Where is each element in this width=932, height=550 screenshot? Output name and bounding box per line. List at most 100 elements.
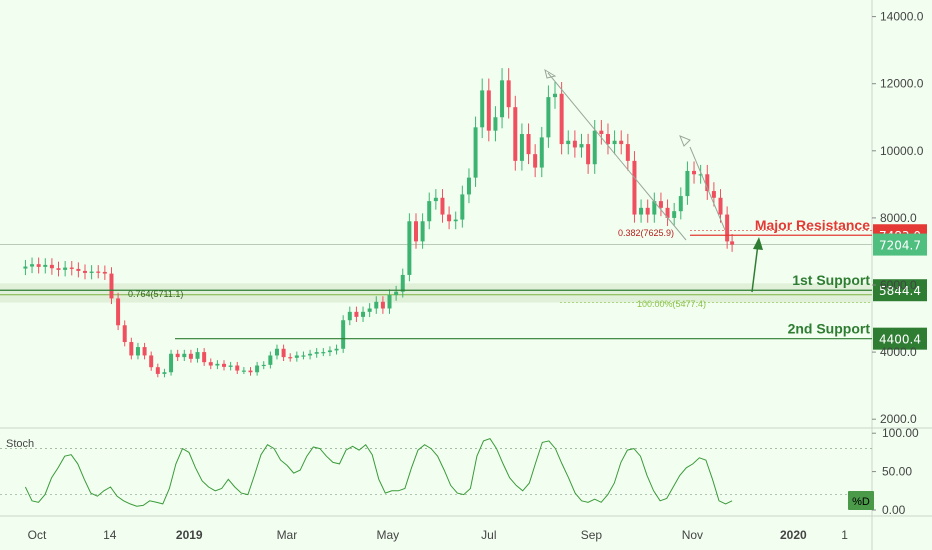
stoch-pane-label: Stoch <box>6 438 34 450</box>
arrow-marker-1 <box>544 68 557 79</box>
level-layer: Major Resistance7483.01st Support5844.42… <box>0 217 927 350</box>
candle-body <box>294 355 299 358</box>
candle-body <box>208 362 213 366</box>
candle-body <box>122 325 127 343</box>
candle-body <box>592 130 597 165</box>
candle-body <box>228 365 233 367</box>
candle-body <box>241 370 246 372</box>
candle-body <box>149 355 154 368</box>
candle-body <box>43 264 48 267</box>
candle-body <box>142 347 147 356</box>
candle-body <box>526 134 531 155</box>
last-price-tag <box>873 233 927 256</box>
candle-body <box>301 355 306 357</box>
candle-body <box>711 191 716 198</box>
candle-body <box>440 197 445 215</box>
stoch-tick-label: 50.00 <box>882 465 912 479</box>
drawing-layer <box>544 68 763 293</box>
candle-body <box>195 352 200 359</box>
candle-body <box>387 295 392 309</box>
candle-body <box>116 298 121 326</box>
candle-body <box>685 170 690 197</box>
candle-body <box>718 197 723 215</box>
time-tick-label: Oct <box>28 528 47 542</box>
candle-body <box>665 207 670 218</box>
candle-body <box>599 130 604 135</box>
candle-body <box>559 93 564 145</box>
candle-body <box>255 365 260 373</box>
candle-body <box>473 127 478 178</box>
trendline-1 <box>547 72 687 241</box>
time-tick-label: 2019 <box>176 528 203 542</box>
candle-body <box>129 342 134 356</box>
candle-body <box>248 370 253 373</box>
candle-body <box>639 207 644 215</box>
candle-body <box>347 311 352 321</box>
level-price-tag-text: 4400.4 <box>879 333 921 347</box>
upward-arrow-line <box>751 243 759 293</box>
candle-body <box>380 301 385 309</box>
time-tick-label: Jul <box>481 528 496 542</box>
zone-layer <box>0 230 872 304</box>
candle-body <box>407 221 412 275</box>
candle-body <box>513 107 518 161</box>
candle-body <box>155 367 160 374</box>
candle-body <box>96 271 101 273</box>
candle-body <box>63 267 68 270</box>
candle-body <box>500 80 505 118</box>
candle-body <box>274 348 279 356</box>
time-tick-label: Nov <box>682 528 703 542</box>
price-tick-label: 4000.0 <box>880 345 917 359</box>
stoch-legend-badge[interactable]: %D <box>848 491 874 510</box>
stoch-legend-badge-text: %D <box>852 496 870 508</box>
candle-body <box>553 93 558 98</box>
candle-body <box>23 266 28 269</box>
candle-body <box>261 364 266 367</box>
candle-body <box>486 90 491 131</box>
level-label: 2nd Support <box>788 321 871 337</box>
candle-body <box>334 348 339 351</box>
stoch-layer: 100.00 50.00 0.00 <box>0 426 919 517</box>
candle-body <box>658 201 663 208</box>
stoch-line <box>24 437 733 507</box>
candle-body <box>447 214 452 222</box>
candle-body <box>321 352 326 354</box>
candle-body <box>453 219 458 222</box>
candle-body <box>341 320 346 349</box>
candle-body <box>135 347 140 356</box>
candle-body <box>605 134 610 145</box>
candle-body <box>69 267 74 269</box>
fib-0764-label: 0.764(5711.1) <box>128 289 183 299</box>
price-tick-label: 2000.0 <box>880 412 917 426</box>
candle-body <box>619 140 624 145</box>
candle-body <box>698 174 703 176</box>
candle-body <box>427 201 432 222</box>
candle-body <box>175 353 180 358</box>
trendline-2 <box>689 146 726 231</box>
level-label: Major Resistance <box>755 217 870 233</box>
time-tick-label: Sep <box>581 528 603 542</box>
candle-body <box>188 353 193 359</box>
candle-body <box>36 264 41 267</box>
candle-body <box>109 273 114 299</box>
candle-body <box>625 144 630 161</box>
candle-body <box>102 271 107 274</box>
candle-body <box>572 140 577 148</box>
candle-body <box>480 90 485 128</box>
candle-body <box>288 357 293 359</box>
candle-body <box>519 134 524 161</box>
level-price-tag-text: 5844.4 <box>879 284 921 298</box>
candle-body <box>460 194 465 220</box>
candle-body <box>692 170 697 175</box>
candle-body <box>725 214 730 242</box>
price-tick-label: 14000.0 <box>880 10 924 24</box>
candle-body <box>493 117 498 131</box>
candle-body <box>374 301 379 309</box>
candle-body <box>314 352 319 354</box>
candle-body <box>678 196 683 212</box>
candle-body <box>466 177 471 195</box>
candle-body <box>420 221 425 242</box>
price-tick-label: 10000.0 <box>880 144 924 158</box>
